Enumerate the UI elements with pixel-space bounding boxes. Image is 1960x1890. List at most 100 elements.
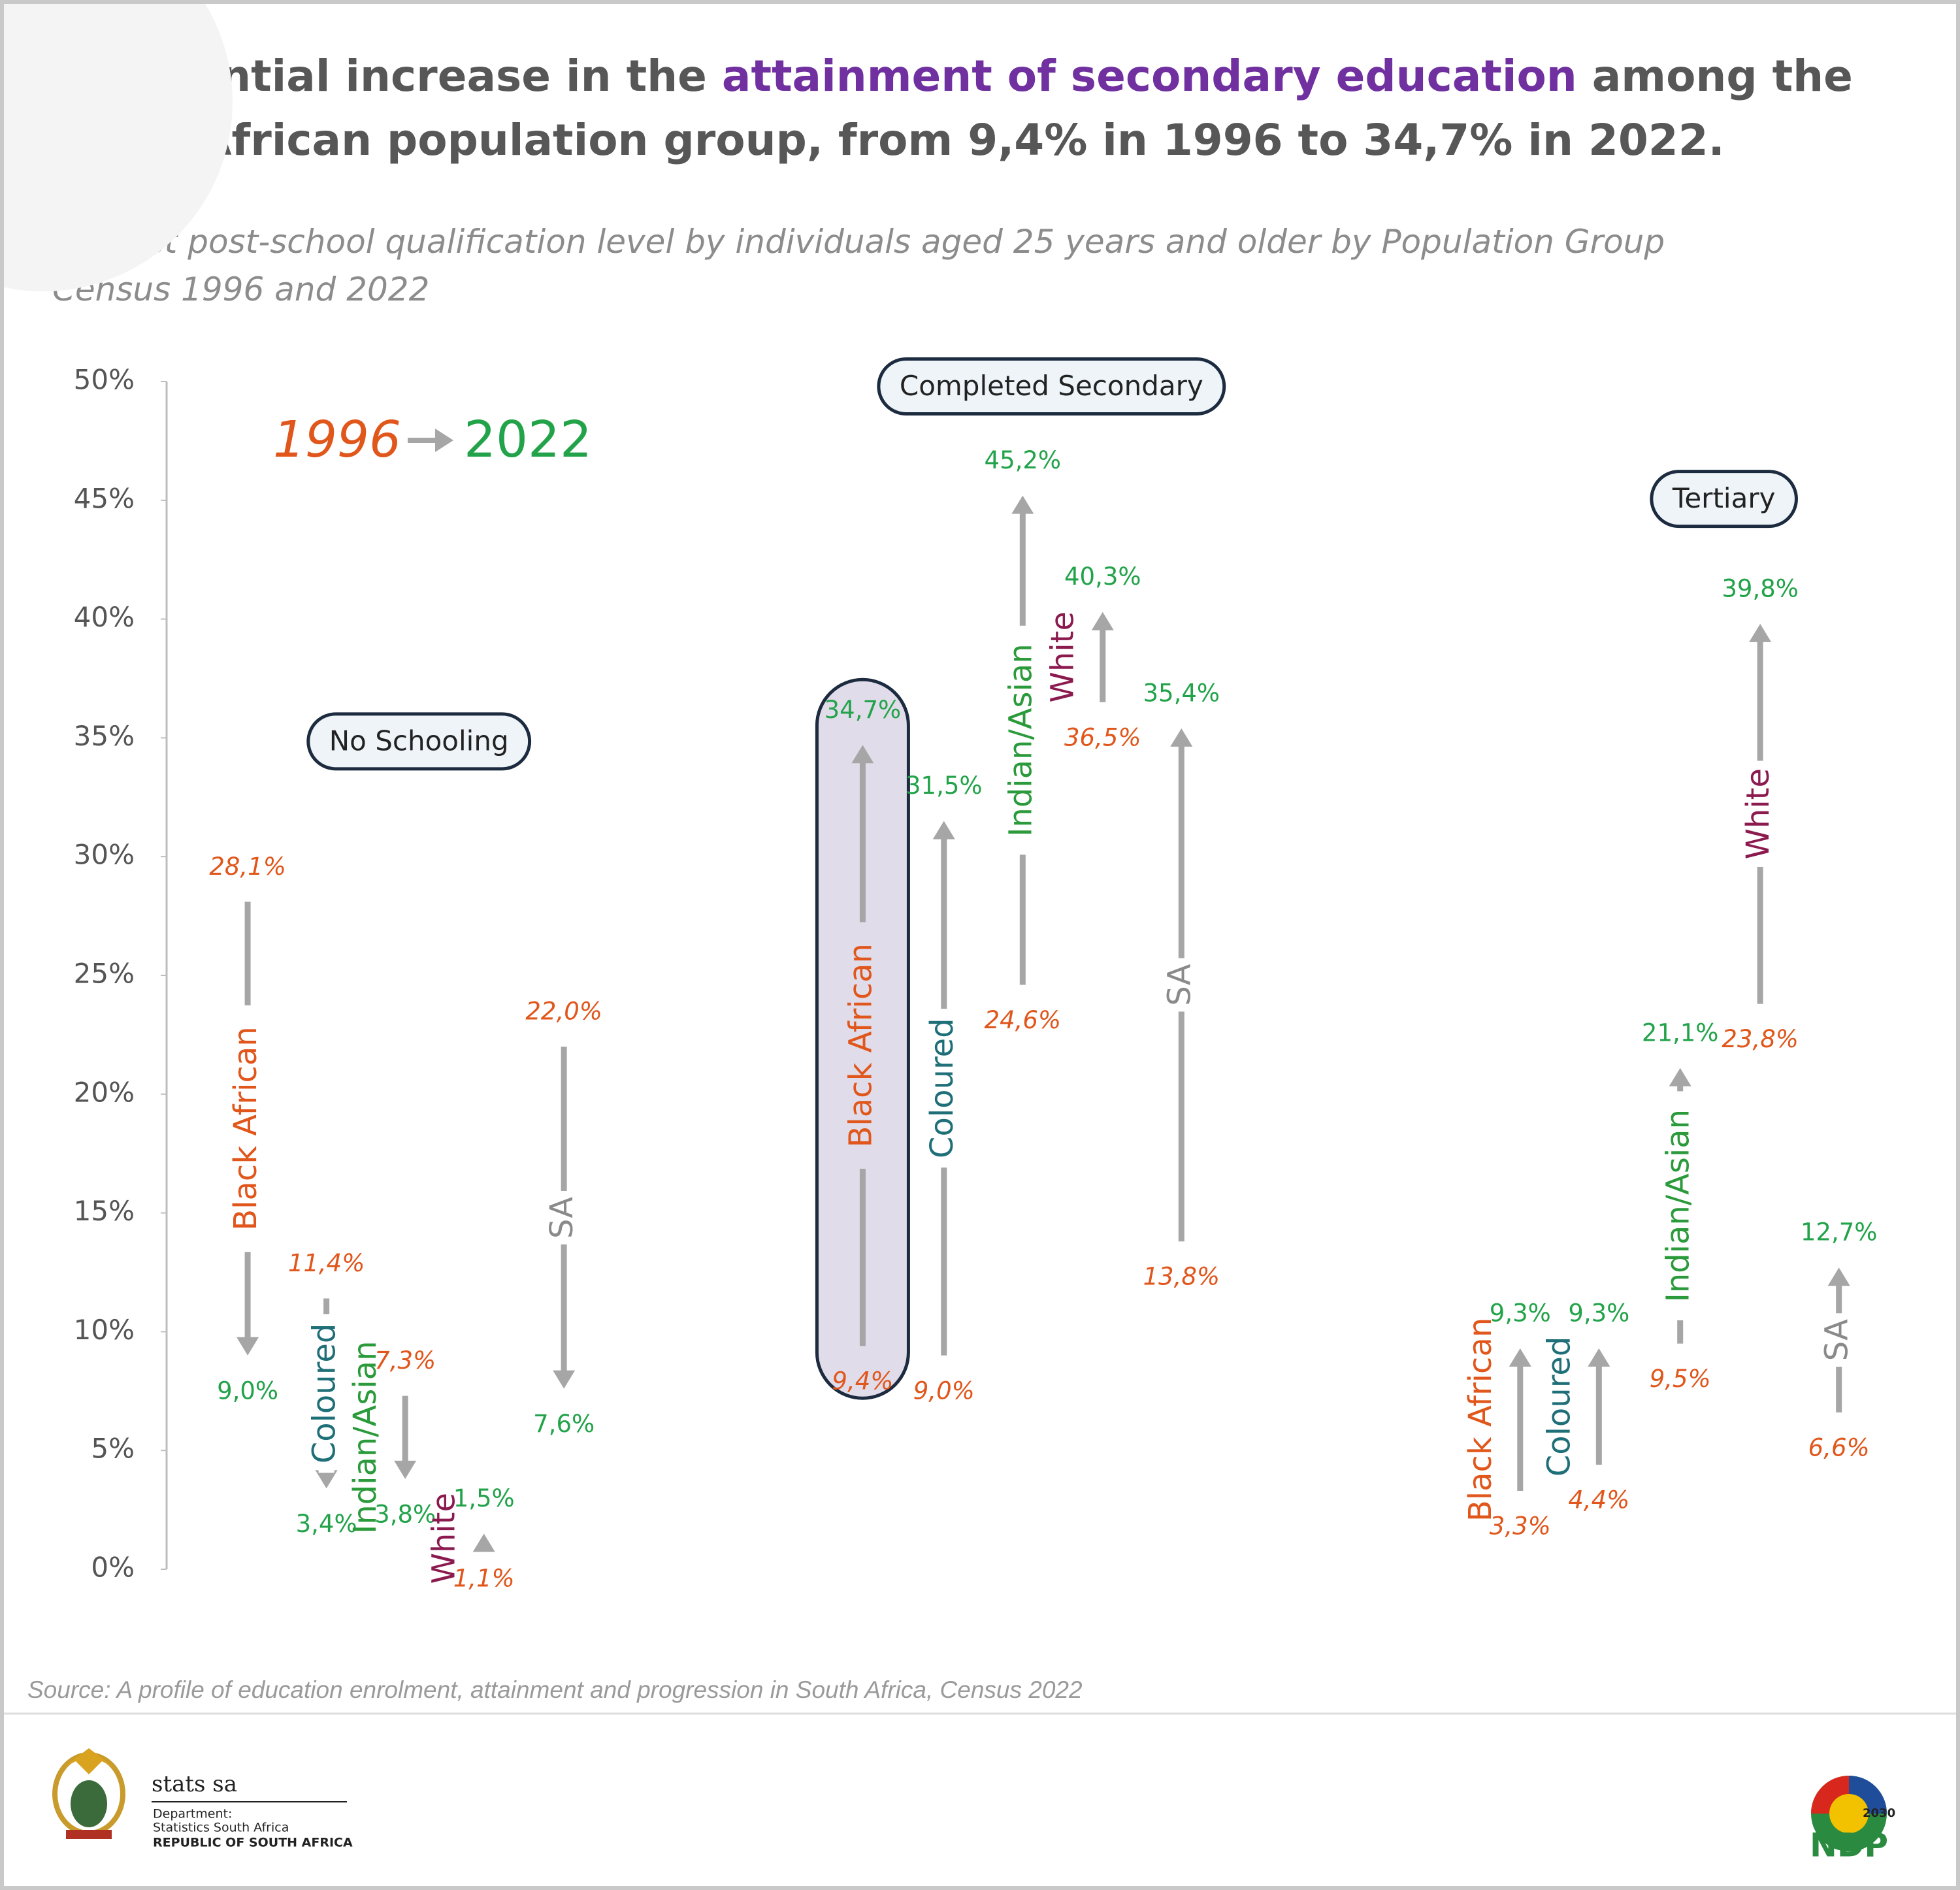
value-label: 28,1% <box>209 853 286 881</box>
ndp-text: NDP <box>1810 1827 1888 1865</box>
arrow-head <box>1669 1067 1691 1086</box>
name-gap <box>556 1190 572 1245</box>
series-name: Coloured <box>924 1018 960 1158</box>
name-gap <box>240 1005 256 1252</box>
group-label-box <box>306 712 532 771</box>
y-tick-label: 20% <box>74 1076 135 1108</box>
arrow-head <box>1091 611 1114 630</box>
y-tick-label: 50% <box>74 364 135 396</box>
y-tick-label: 15% <box>74 1195 135 1227</box>
group-label-box <box>1650 470 1798 529</box>
series-name: SA <box>1161 964 1198 1005</box>
arrow-head <box>315 1470 338 1489</box>
name-gap <box>1173 958 1190 1012</box>
title-highlight: attainment of secondary education <box>721 51 1577 101</box>
arrow-head <box>1011 495 1034 514</box>
legend-1996: 1996 <box>273 411 401 469</box>
arrow-head <box>1509 1348 1531 1367</box>
arrow-head <box>472 1533 495 1552</box>
series-name: Black African <box>842 943 879 1147</box>
value-label: 9,0% <box>913 1377 975 1405</box>
series-name: Coloured <box>306 1324 343 1464</box>
series-name: Indian/Asian <box>347 1341 384 1533</box>
subtitle: Highest post-school qualification level … <box>52 223 1665 261</box>
y-tick-label: 0% <box>91 1552 135 1584</box>
group-label: Tertiary <box>1672 482 1776 514</box>
value-label: 31,5% <box>906 772 983 800</box>
value-label: 3,4% <box>296 1510 357 1538</box>
value-label: 45,2% <box>985 446 1062 474</box>
name-gap <box>855 922 871 1169</box>
arrow-head <box>1749 623 1772 642</box>
series-name: Indian/Asian <box>1002 644 1039 836</box>
value-label: 6,6% <box>1808 1434 1870 1462</box>
value-label: 34,7% <box>825 696 902 724</box>
title: Substantial increase in the attainment o… <box>52 44 1908 172</box>
value-label: 36,5% <box>1064 723 1141 751</box>
value-label: 22,0% <box>525 998 602 1026</box>
value-label: 13,8% <box>1143 1263 1220 1291</box>
name-gap <box>318 1314 335 1473</box>
value-label: 9,4% <box>832 1367 893 1395</box>
arrow-head <box>237 1337 259 1356</box>
y-tick-label: 30% <box>74 839 135 871</box>
value-label: 24,6% <box>985 1006 1062 1034</box>
series-name: Black African <box>227 1026 264 1230</box>
y-tick-label: 25% <box>74 958 135 990</box>
series-name: SA <box>544 1197 580 1239</box>
title-text: among the Black African population group… <box>52 51 1853 165</box>
value-label: 11,4% <box>288 1249 365 1277</box>
value-label: 9,3% <box>1568 1299 1629 1327</box>
value-label: 40,3% <box>1064 562 1141 591</box>
value-label: 4,4% <box>1568 1486 1629 1514</box>
name-gap <box>1672 1091 1688 1320</box>
value-label: 7,3% <box>374 1346 436 1375</box>
value-label: 35,4% <box>1143 679 1220 707</box>
arrow-head <box>1588 1348 1610 1367</box>
arrow-head <box>1827 1267 1850 1286</box>
series-name: Coloured <box>1541 1337 1577 1477</box>
chart: stats sa Department: Statistics South Af… <box>4 4 1956 1865</box>
value-label: 12,7% <box>1801 1218 1878 1246</box>
logo-text: stats sa <box>152 1771 237 1797</box>
series-name: White <box>1740 768 1776 860</box>
legend-arrow-head <box>435 429 453 452</box>
value-label: 9,5% <box>1650 1365 1711 1393</box>
value-label: 7,6% <box>533 1410 595 1438</box>
series-name: White <box>1045 611 1081 703</box>
series-name: White <box>426 1493 463 1584</box>
y-tick-label: 40% <box>74 601 135 633</box>
decor <box>4 4 233 291</box>
name-gap <box>1015 625 1031 855</box>
group-label: Completed Secondary <box>900 370 1203 402</box>
logo-text: REPUBLIC OF SOUTH AFRICA <box>153 1836 353 1850</box>
value-label: 9,0% <box>217 1377 278 1405</box>
arrow-head <box>932 821 955 839</box>
arrow-head <box>1170 728 1193 747</box>
name-gap <box>1752 760 1769 867</box>
y-tick-label: 35% <box>74 720 135 752</box>
arrow-head <box>394 1460 417 1479</box>
y-tick-label: 5% <box>91 1433 135 1465</box>
name-gap <box>936 1009 952 1168</box>
value-label: 9,3% <box>1490 1299 1551 1327</box>
name-gap <box>1831 1313 1847 1367</box>
ndp-year: 2030 <box>1863 1806 1895 1820</box>
group-label-box <box>877 357 1226 415</box>
value-label: 3,3% <box>1490 1512 1551 1540</box>
value-label: 1,5% <box>453 1484 515 1512</box>
arrow-head <box>553 1370 576 1389</box>
logo-text: Department: <box>153 1807 232 1821</box>
source: Source: A profile of education enrolment… <box>27 1676 1083 1703</box>
value-label: 39,8% <box>1722 574 1799 602</box>
series-name: Indian/Asian <box>1660 1109 1697 1302</box>
arrow-head <box>851 745 874 764</box>
logo-text: Statistics South Africa <box>153 1821 289 1835</box>
value-label: 3,8% <box>374 1500 436 1528</box>
value-label: 21,1% <box>1642 1018 1719 1047</box>
group-label: No Schooling <box>329 725 509 757</box>
value-label: 23,8% <box>1722 1025 1799 1053</box>
y-tick-label: 45% <box>74 482 135 514</box>
series-name: Black African <box>1462 1318 1499 1522</box>
